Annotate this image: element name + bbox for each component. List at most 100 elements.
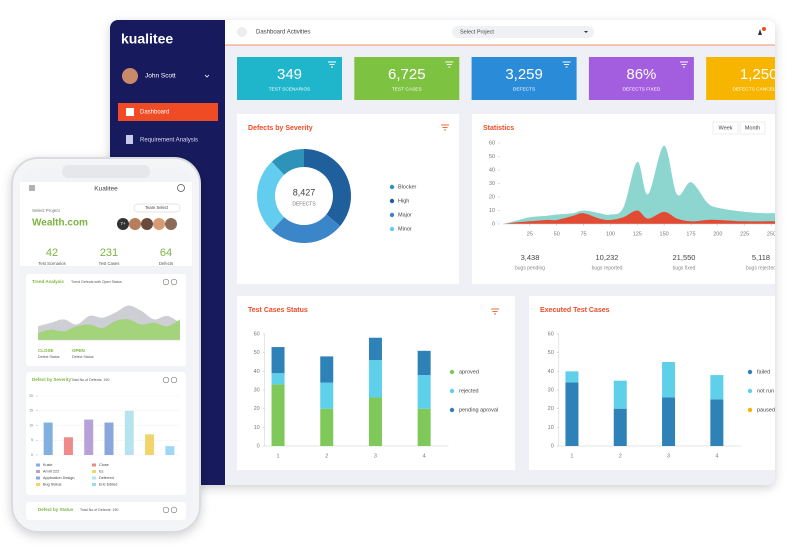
menu-icon xyxy=(126,135,133,144)
team-avatar xyxy=(141,218,153,230)
bar-segment xyxy=(417,375,431,409)
stat-card xyxy=(471,57,577,100)
y-tick-label: 15 xyxy=(29,409,33,413)
bar-segment xyxy=(710,399,724,446)
bar-segment xyxy=(565,371,579,383)
project-select-label: Select Project xyxy=(460,29,494,35)
bar xyxy=(104,422,114,455)
menu-active[interactable] xyxy=(118,103,218,121)
user-name: John Scott xyxy=(145,73,176,80)
team-avatar xyxy=(153,218,165,230)
x-tick-label: 3 xyxy=(374,453,377,459)
legend-label: not run xyxy=(757,388,774,394)
period-button[interactable] xyxy=(712,121,739,135)
x-tick-label: 175 xyxy=(686,231,695,237)
y-tick-label: 60 xyxy=(548,331,554,337)
bar-segment xyxy=(417,408,431,446)
stat-card xyxy=(706,57,775,100)
summary-value: 21,550 xyxy=(673,253,696,262)
bar xyxy=(43,422,53,455)
phone-clock-icon xyxy=(177,184,185,192)
stat-card xyxy=(237,57,342,100)
stat-label: TEST SCENARIOS xyxy=(269,86,311,92)
phone-status-label: Defect Status xyxy=(72,355,94,359)
summary-value: 3,438 xyxy=(521,253,540,262)
notification-dot xyxy=(762,27,766,31)
y-tick-label: 50 xyxy=(548,350,554,356)
y-tick-label: 0 xyxy=(31,453,33,457)
donut-slice xyxy=(257,161,285,231)
select-caret xyxy=(584,31,588,33)
bar xyxy=(63,437,73,455)
menu-item[interactable]: Dashboard xyxy=(140,110,169,116)
bar-segment xyxy=(417,350,431,376)
y-tick-label: 40 xyxy=(489,167,495,173)
period-button-label: Week xyxy=(719,125,733,131)
y-tick-label: 40 xyxy=(254,369,260,375)
legend-label: Close xyxy=(99,463,109,467)
y-tick-label: 10 xyxy=(29,423,33,427)
area xyxy=(503,210,775,224)
notification-icon[interactable] xyxy=(758,29,762,35)
stat-value: 349 xyxy=(277,66,302,83)
bar-segment xyxy=(271,384,285,446)
phone-notch xyxy=(62,165,150,178)
project-select[interactable] xyxy=(452,26,594,38)
donut-slice xyxy=(271,214,341,243)
bar-segment xyxy=(613,408,627,446)
topbar-title: Dashboard Activities xyxy=(256,30,310,36)
panel-control xyxy=(170,506,178,514)
legend-label: Bug Status xyxy=(43,483,62,487)
team-avatar xyxy=(165,218,177,230)
bar-segment xyxy=(368,360,382,398)
phone-menu-icon[interactable] xyxy=(29,185,35,191)
team-more[interactable] xyxy=(117,218,129,230)
x-tick-label: 3 xyxy=(667,453,670,459)
period-button[interactable] xyxy=(739,121,766,135)
bar-segment xyxy=(565,382,579,446)
panel-title: Statistics xyxy=(483,125,514,132)
legend-label: Es xyxy=(99,470,104,474)
team-avatar xyxy=(129,218,141,230)
x-tick-label: 2 xyxy=(325,453,328,459)
menu-button[interactable] xyxy=(237,27,247,37)
filter-icon xyxy=(445,61,454,68)
x-tick-label: 75 xyxy=(580,231,586,237)
phone-project[interactable]: Wealth.com xyxy=(32,218,88,229)
stat-value: 3,259 xyxy=(505,66,543,83)
stat-label: DEFECTS xyxy=(513,86,535,92)
x-tick-label: 225 xyxy=(740,231,749,237)
summary-label: bugs pending xyxy=(515,265,545,271)
area xyxy=(503,145,775,224)
phone-stat-value: 42 xyxy=(46,247,58,259)
panel-title: Defect by Status xyxy=(38,507,74,512)
x-tick-label: 1 xyxy=(277,453,280,459)
panel-control xyxy=(162,278,170,286)
y-tick-label: 10 xyxy=(548,425,554,431)
phone-stat-label: Defects xyxy=(159,261,173,266)
legend-marker xyxy=(36,463,40,467)
x-tick-label: 2 xyxy=(619,453,622,459)
panel xyxy=(472,114,775,284)
x-tick-label: 100 xyxy=(606,231,615,237)
y-tick-label: 30 xyxy=(254,387,260,393)
avatar xyxy=(122,68,138,84)
panel-title: Executed Test Cases xyxy=(540,307,610,314)
legend-marker xyxy=(747,388,753,394)
y-tick-label: 30 xyxy=(548,387,554,393)
summary-label: bugs reported xyxy=(592,265,623,271)
panel-title: Defects by Severity xyxy=(248,125,313,132)
filter-icon xyxy=(562,61,571,68)
y-tick-label: 10 xyxy=(489,208,495,214)
bar xyxy=(84,419,94,455)
menu-item[interactable]: Requirement Analysis xyxy=(140,138,198,144)
y-tick-label: 60 xyxy=(489,140,495,146)
y-tick-label: 0 xyxy=(551,443,554,449)
bar-segment xyxy=(368,397,382,446)
legend-label: High xyxy=(398,198,409,204)
bar xyxy=(165,446,175,455)
team-select[interactable] xyxy=(133,203,181,213)
bar-segment xyxy=(320,356,334,383)
y-tick-label: 20 xyxy=(254,406,260,412)
summary-value: 10,232 xyxy=(596,253,619,262)
